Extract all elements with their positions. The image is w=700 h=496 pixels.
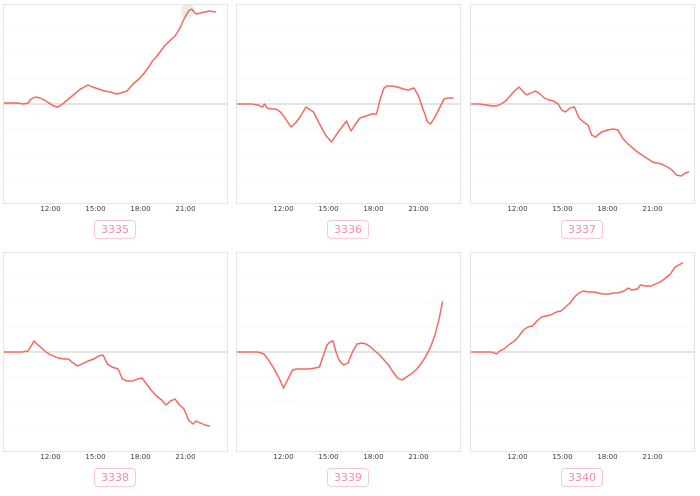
x-tick-label: 12:00: [507, 453, 528, 461]
chart-plot[interactable]: [236, 252, 461, 452]
clipped-title-fragment: ····: [638, 0, 650, 2]
x-axis-ticks: 12:00 15:00 18:00 21:00: [0, 452, 233, 464]
chart-id-badge[interactable]: 3335: [94, 220, 136, 239]
x-tick-label: 15:00: [318, 453, 339, 461]
x-axis-ticks: 12:00 15:00 18:00 21:00: [233, 204, 467, 216]
chart-card-3340: 12:00 15:00 18:00 21:00 3340: [467, 248, 700, 496]
chart-id-badge-wrap: 3339: [327, 466, 369, 487]
price-change-line: [237, 301, 444, 389]
price-change-line: [471, 86, 690, 177]
x-tick-label: 15:00: [552, 205, 573, 213]
chart-plot[interactable]: [236, 4, 461, 204]
price-change-line: [471, 262, 684, 355]
x-tick-label: 15:00: [85, 453, 106, 461]
x-tick-label: 21:00: [175, 453, 196, 461]
chart-id-badge-wrap: 3336: [327, 218, 369, 239]
x-tick-label: 18:00: [130, 453, 151, 461]
x-tick-label: 18:00: [363, 205, 384, 213]
chart-id-badge[interactable]: 3336: [327, 220, 369, 239]
x-tick-label: 21:00: [642, 205, 663, 213]
chart-card-3335: ······· 12:00 15:00 18:00 21:00 3335: [0, 0, 233, 248]
x-tick-label: 12:00: [40, 453, 61, 461]
x-tick-label: 15:00: [318, 205, 339, 213]
x-tick-label: 21:00: [642, 453, 663, 461]
x-axis-ticks: 12:00 15:00 18:00 21:00: [467, 452, 700, 464]
line-chart-svg: [237, 276, 460, 428]
x-axis-ticks: 12:00 15:00 18:00 21:00: [233, 452, 467, 464]
clipped-title-fragment: ·· ··: [343, 248, 358, 250]
chart-id-badge[interactable]: 3340: [561, 468, 603, 487]
chart-id-badge-wrap: 3338: [94, 466, 136, 487]
x-axis-ticks: 12:00 15:00 18:00 21:00: [0, 204, 233, 216]
chart-id-badge-wrap: 3337: [561, 218, 603, 239]
chart-plot[interactable]: [470, 4, 695, 204]
chart-card-3339: ·· ·· 12:00 15:00 18:00 21:00 3339: [233, 248, 467, 496]
line-chart-svg: [4, 5, 227, 180]
x-tick-label: 18:00: [597, 205, 618, 213]
chart-plot[interactable]: [3, 252, 228, 452]
price-change-line: [4, 8, 217, 108]
x-tick-label: 12:00: [273, 205, 294, 213]
x-axis-ticks: 12:00 15:00 18:00 21:00: [467, 204, 700, 216]
chart-card-3336: ··· ····· ··· 12:00 15:00 18:00 21:00 3336: [233, 0, 467, 248]
clipped-title-fragment: ··· ····· ···: [326, 0, 364, 2]
chart-plot[interactable]: [3, 4, 228, 204]
chart-id-badge-wrap: 3335: [94, 218, 136, 239]
chart-plot[interactable]: [470, 252, 695, 452]
x-tick-label: 12:00: [507, 205, 528, 213]
x-tick-label: 15:00: [552, 453, 573, 461]
x-tick-label: 21:00: [408, 453, 429, 461]
line-chart-svg: [471, 28, 694, 180]
chart-card-3337: ···· 12:00 15:00 18:00 21:00 3337: [467, 0, 700, 248]
line-chart-svg: [4, 276, 227, 428]
chart-id-badge[interactable]: 3338: [94, 468, 136, 487]
x-tick-label: 15:00: [85, 205, 106, 213]
price-change-line: [4, 340, 211, 427]
chart-id-badge[interactable]: 3339: [327, 468, 369, 487]
x-tick-label: 18:00: [130, 205, 151, 213]
x-tick-label: 18:00: [363, 453, 384, 461]
x-tick-label: 21:00: [408, 205, 429, 213]
x-tick-label: 12:00: [273, 453, 294, 461]
x-tick-label: 12:00: [40, 205, 61, 213]
line-chart-svg: [471, 262, 694, 428]
chart-id-badge-wrap: 3340: [561, 466, 603, 487]
chart-id-badge[interactable]: 3337: [561, 220, 603, 239]
x-tick-label: 18:00: [597, 453, 618, 461]
x-tick-label: 21:00: [175, 205, 196, 213]
price-change-line: [237, 85, 454, 143]
chart-card-3338: 12:00 15:00 18:00 21:00 3338: [0, 248, 233, 496]
clipped-title-fragment: ·······: [88, 0, 108, 2]
line-chart-svg: [237, 28, 460, 180]
